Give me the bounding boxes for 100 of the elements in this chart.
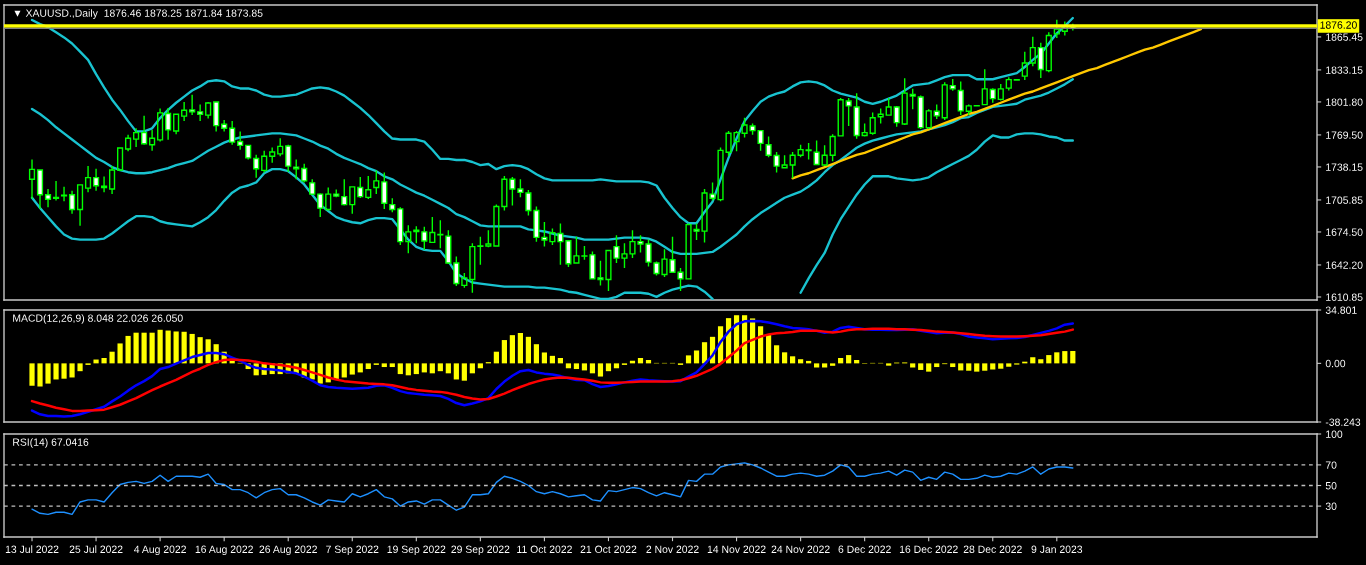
y-tick-label: 70: [1325, 461, 1337, 469]
bar: [149, 332, 155, 364]
bar: [165, 330, 171, 364]
candlestick: [229, 120, 236, 146]
y-tick-label: 1642.20: [1326, 261, 1363, 269]
bar: [982, 363, 988, 371]
candlestick: [245, 144, 252, 161]
bar: [773, 345, 780, 364]
bar: [589, 363, 596, 374]
x-tick-label: 19 Sep 2022: [387, 545, 446, 556]
candlestick: [925, 108, 932, 130]
x-tick-label: 26 Aug 2022: [259, 545, 317, 556]
candlestick: [861, 122, 868, 138]
chart-title: RSI(14) 67.0416: [13, 438, 89, 448]
candlestick: [44, 188, 52, 208]
x-tick-label: 11 Oct 2022: [517, 545, 572, 553]
bar: [477, 363, 483, 369]
bar: [822, 363, 828, 368]
candlestick: [357, 176, 364, 199]
candlestick: [76, 183, 84, 227]
bar: [397, 363, 403, 375]
y-tick-label: 1610.85: [1326, 293, 1363, 301]
candlestick: [429, 216, 436, 244]
bar: [469, 363, 475, 374]
candlestick: [269, 146, 276, 164]
y-tick-label: 1738.15: [1326, 163, 1363, 171]
bar: [437, 363, 443, 372]
candlestick: [509, 176, 516, 207]
candlestick: [989, 87, 996, 104]
bar: [349, 363, 355, 375]
candlestick: [877, 107, 884, 125]
candlestick: [341, 178, 348, 207]
candlestick: [181, 101, 188, 122]
x-tick-label: 24 Nov 2022: [771, 545, 830, 553]
bar: [461, 363, 467, 381]
candlestick: [92, 168, 100, 192]
bar: [910, 363, 916, 368]
bar: [109, 351, 115, 364]
bar: [453, 363, 459, 380]
x-tick-label: 14 Nov 2022: [707, 545, 766, 553]
candlestick: [517, 178, 524, 199]
bar: [781, 352, 788, 364]
candlestick: [413, 225, 420, 245]
candlestick: [381, 171, 388, 210]
y-tick-label: 1801.80: [1326, 98, 1363, 106]
candlestick: [941, 81, 948, 121]
x-tick-label: 29 Sep 2022: [451, 545, 510, 556]
candlestick: [301, 163, 308, 184]
x-tick-label: 21 Oct 2022: [580, 545, 637, 553]
candlestick: [317, 192, 324, 218]
candlestick: [421, 226, 428, 251]
bar: [141, 332, 147, 364]
bar: [517, 333, 523, 364]
candlestick: [477, 236, 484, 266]
bar: [918, 363, 924, 370]
bar: [29, 363, 35, 386]
candlestick: [917, 94, 924, 130]
bar: [950, 363, 956, 368]
candlestick: [173, 112, 180, 135]
candlestick: [36, 168, 44, 210]
candlestick: [108, 165, 116, 195]
candlestick: [1045, 31, 1052, 73]
line-series: [791, 28, 1203, 180]
candlestick: [133, 127, 140, 148]
bar: [333, 363, 339, 380]
bar: [693, 350, 700, 364]
x-tick-label: 2 Nov 2022: [646, 545, 699, 553]
chart-title: ▼ XAUUSD.,Daily 1876.46 1878.25 1871.84 1873.85: [14, 9, 263, 19]
bar: [990, 363, 996, 370]
candlestick: [205, 101, 212, 120]
candlestick: [837, 97, 844, 138]
candlestick: [869, 111, 876, 136]
line-series: [30, 78, 1074, 256]
bar: [381, 363, 387, 368]
candlestick: [797, 144, 804, 158]
candlestick: [909, 88, 916, 110]
bar: [1006, 363, 1012, 367]
bar: [926, 363, 932, 372]
candlestick: [485, 229, 492, 248]
bar: [445, 363, 451, 374]
bar: [998, 363, 1004, 369]
bar: [1030, 357, 1036, 364]
candlestick: [365, 175, 372, 200]
bar: [53, 363, 59, 380]
bar: [765, 334, 772, 364]
candlestick: [28, 158, 36, 200]
bar: [509, 335, 515, 364]
bar: [613, 363, 620, 369]
candlestick: [84, 165, 92, 194]
y-tick-label: 1865.45: [1326, 33, 1363, 41]
candlestick: [277, 137, 284, 157]
bar: [830, 363, 836, 366]
candlestick: [501, 175, 508, 212]
bar: [958, 363, 964, 371]
y-tick-label: 34.801: [1325, 306, 1357, 314]
bar: [157, 329, 163, 364]
bar: [101, 357, 107, 364]
bar: [846, 355, 852, 364]
candlestick: [52, 180, 60, 202]
candlestick: [405, 224, 412, 254]
